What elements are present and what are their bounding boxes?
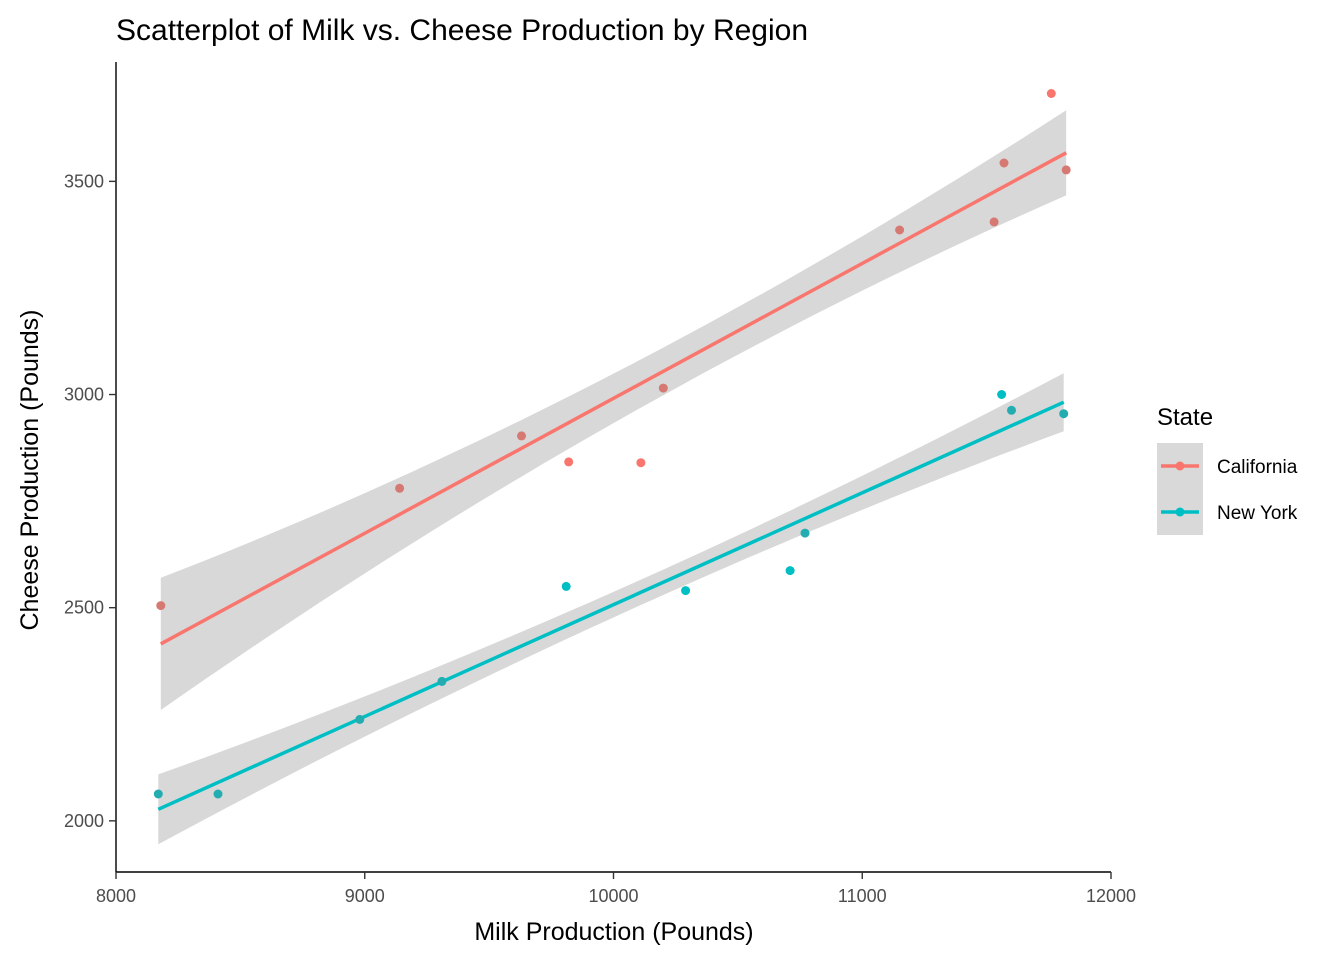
x-tick-label: 9000 [345, 886, 385, 906]
legend-marker-new-york [1175, 507, 1185, 517]
legend-marker-california [1175, 461, 1185, 471]
fit-line-new-york [157, 400, 1065, 811]
point-new-york [153, 789, 163, 799]
point-new-york [681, 586, 691, 596]
fit-line-california [159, 151, 1068, 646]
legend-title: State [1157, 404, 1213, 431]
confidence-bands [158, 110, 1067, 845]
point-california [895, 225, 905, 235]
point-california [999, 158, 1009, 168]
confidence-band-new-york [158, 373, 1064, 845]
y-tick-label: 3500 [64, 171, 104, 191]
x-axis-title: Milk Production (Pounds) [474, 918, 753, 946]
point-california [564, 457, 574, 467]
legend-label-california: California [1217, 457, 1298, 478]
point-new-york [997, 390, 1007, 399]
fit-lines [157, 151, 1068, 811]
point-new-york [437, 676, 447, 686]
x-tick-label: 10000 [588, 886, 638, 906]
point-new-york [561, 581, 571, 591]
point-california [517, 431, 526, 441]
point-new-york [1059, 409, 1069, 419]
point-california [636, 458, 646, 468]
axes: 8000 9000 10000 11000 12000 2000 2500 3000 3500 [64, 62, 1136, 906]
x-tick-label: 12000 [1086, 886, 1136, 906]
y-tick-label: 3000 [64, 385, 104, 405]
point-new-york [785, 566, 795, 576]
point-california [156, 601, 166, 611]
legend: State California New York [1157, 404, 1298, 535]
point-new-york [213, 789, 223, 799]
chart-title: Scatterplot of Milk vs. Cheese Productio… [116, 14, 808, 47]
x-tick-label: 11000 [838, 886, 887, 906]
point-california [395, 483, 405, 493]
point-california [989, 217, 999, 227]
point-new-york [800, 528, 810, 538]
x-tick-label: 8000 [96, 886, 136, 906]
data-points [153, 89, 1071, 799]
y-tick-label: 2000 [64, 811, 104, 831]
point-california [1046, 89, 1056, 98]
point-new-york [355, 714, 365, 724]
point-california [1061, 165, 1071, 175]
point-california [658, 383, 668, 393]
legend-label-new-york: New York [1217, 503, 1298, 524]
y-axis-title: Cheese Production (Pounds) [16, 309, 44, 630]
confidence-band-california [160, 110, 1067, 710]
y-tick-label: 2500 [64, 598, 104, 618]
point-new-york [1007, 405, 1016, 415]
